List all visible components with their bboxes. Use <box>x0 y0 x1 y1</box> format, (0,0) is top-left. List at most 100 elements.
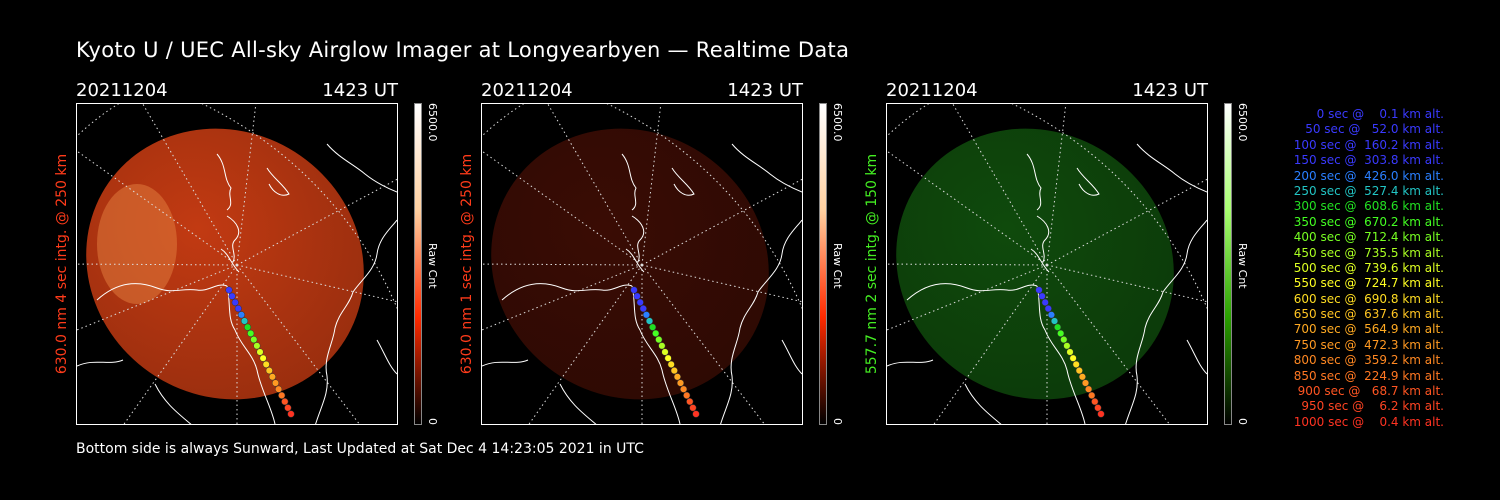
trajectory-point <box>652 329 660 337</box>
legend-entry: 0 sec @ 0.1 km alt. <box>1305 107 1444 121</box>
legend-entry: 650 sec @ 637.6 km alt. <box>1289 307 1444 322</box>
panel-ylabel: 557.7 nm 2 sec intg. @ 150 km <box>864 153 880 375</box>
legend-entry: 250 sec @ 527.4 km alt. <box>1289 183 1444 198</box>
trajectory-point <box>680 385 688 393</box>
allsky-image <box>886 103 1208 425</box>
trajectory-point <box>271 379 280 387</box>
legend-entry: 50 sec @ 52.0 km alt. <box>1297 122 1444 137</box>
trajectory-point <box>655 336 663 344</box>
colorbar-label: Raw Cnt <box>426 243 439 289</box>
trajectory-point <box>1054 323 1062 331</box>
trajectory-point <box>1057 329 1065 337</box>
airglow-field <box>491 128 769 400</box>
trajectory-point <box>1041 298 1049 306</box>
trajectory-point <box>1075 367 1083 375</box>
trajectory-point <box>237 311 245 319</box>
colorbar-label: Raw Cnt <box>831 243 844 289</box>
allsky-image <box>481 103 803 425</box>
footer-status: Bottom side is always Sunward, Last Upda… <box>76 441 644 457</box>
trajectory-point <box>686 398 694 406</box>
panel-date: 20211204 <box>76 80 168 101</box>
allsky-image <box>76 103 398 425</box>
colorbar-min: 0 <box>831 418 844 425</box>
colorbar-label: Raw Cnt <box>1236 243 1249 289</box>
legend-entry: 150 sec @ 303.8 km alt. <box>1289 153 1444 168</box>
coastlines <box>77 143 397 424</box>
trajectory-point <box>231 298 239 306</box>
trajectory-point <box>1050 317 1059 325</box>
trajectory-point <box>1060 336 1068 344</box>
allsky-svg <box>482 104 802 424</box>
allsky-svg <box>887 104 1207 424</box>
trajectory <box>1035 286 1105 418</box>
trajectory-point <box>676 379 685 387</box>
trajectory-point <box>253 342 261 350</box>
allsky-svg <box>77 104 397 424</box>
panel-ylabel: 630.0 nm 4 sec intg. @ 250 km <box>54 153 70 375</box>
legend-entry: 350 sec @ 670.2 km alt. <box>1289 214 1444 229</box>
trajectory-point <box>636 298 644 306</box>
trajectory-point <box>281 398 289 406</box>
trajectory-point <box>642 311 650 319</box>
trajectory-point <box>1091 398 1099 406</box>
trajectory-point <box>1066 348 1074 356</box>
trajectory-point <box>689 404 697 412</box>
trajectory-point <box>240 317 249 325</box>
legend-entry: 800 sec @ 359.2 km alt. <box>1289 353 1444 368</box>
legend-entry: 850 sec @ 224.9 km alt. <box>1289 368 1444 383</box>
legend-entry: 700 sec @ 564.9 km alt. <box>1289 322 1444 337</box>
legend-entry: 400 sec @ 712.4 km alt. <box>1289 230 1444 245</box>
panel-1: 20211204 1423 UT 630.0 nm 4 sec intg. @ 25… <box>54 80 516 440</box>
trajectory-point <box>639 305 647 313</box>
trajectory-point <box>1088 391 1096 399</box>
trajectory-point <box>256 348 264 356</box>
trajectory-point <box>1047 311 1055 319</box>
legend-entry: 900 sec @ 68.7 km alt. <box>1293 384 1444 399</box>
coastlines <box>482 143 802 424</box>
colorbar-max: 6500.0 <box>426 103 439 142</box>
trajectory-point <box>1094 404 1102 412</box>
trajectory-point <box>247 329 255 337</box>
legend-entry: 550 sec @ 724.7 km alt. <box>1289 276 1444 291</box>
panel-3: 20211204 1423 UT 557.7 nm 2 sec intg. @ 15… <box>864 80 1326 440</box>
colorbar-max: 6500.0 <box>831 103 844 142</box>
trajectory-point <box>244 323 252 331</box>
trajectory <box>630 286 700 418</box>
legend-entry: 100 sec @ 160.2 km alt. <box>1289 137 1444 152</box>
legend-entry: 500 sec @ 739.6 km alt. <box>1289 260 1444 275</box>
map-grid <box>77 104 397 424</box>
panel-time: 1423 UT <box>322 80 398 101</box>
trajectory-point <box>278 391 286 399</box>
legend-entry: 750 sec @ 472.3 km alt. <box>1289 337 1444 352</box>
trajectory-point <box>234 305 242 313</box>
panel-date: 20211204 <box>481 80 573 101</box>
trajectory-point <box>667 360 675 368</box>
trajectory <box>225 286 295 418</box>
trajectory-point <box>265 367 273 375</box>
panel-date: 20211204 <box>886 80 978 101</box>
trajectory-point <box>670 367 678 375</box>
panel-ylabel: 630.0 nm 1 sec intg. @ 250 km <box>459 153 475 375</box>
trajectory-point <box>683 391 691 399</box>
trajectory-point <box>673 373 681 381</box>
legend-entry: 950 sec @ 6.2 km alt. <box>1297 399 1444 414</box>
colorbar-min: 0 <box>1236 418 1249 425</box>
trajectory-point <box>284 404 292 412</box>
legend-entry: 300 sec @ 608.6 km alt. <box>1289 199 1444 214</box>
trajectory-point <box>250 336 258 344</box>
trajectory-point <box>1078 373 1086 381</box>
trajectory-point <box>1097 410 1105 418</box>
trajectory-point <box>1072 360 1080 368</box>
coastlines <box>887 143 1207 424</box>
trajectory-point <box>268 373 276 381</box>
trajectory-point <box>259 354 267 362</box>
colorbar <box>414 103 422 425</box>
trajectory-point <box>633 292 641 300</box>
panel-time: 1423 UT <box>727 80 803 101</box>
trajectory-point <box>649 323 657 331</box>
colorbar <box>819 103 827 425</box>
trajectory-point <box>1035 286 1043 294</box>
trajectory-point <box>228 292 236 300</box>
map-grid <box>887 104 1207 424</box>
trajectory-point <box>658 342 666 350</box>
